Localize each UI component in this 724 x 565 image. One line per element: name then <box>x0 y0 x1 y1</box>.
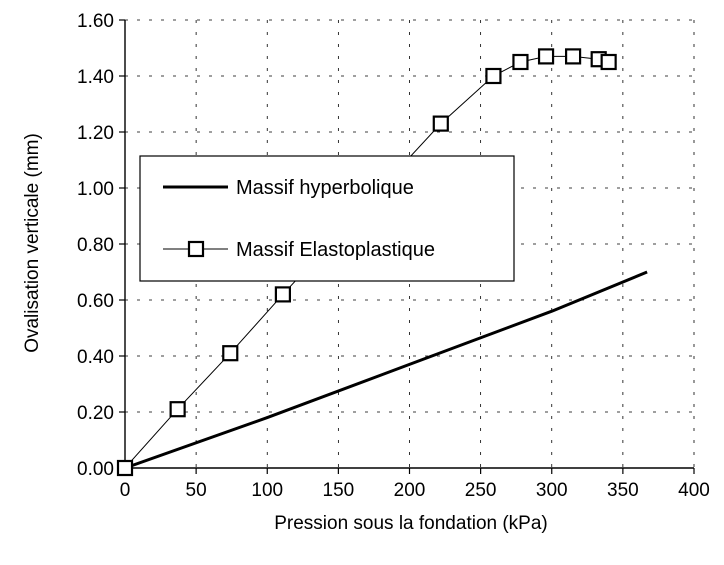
x-tick-label: 300 <box>536 480 568 501</box>
x-tick-label: 250 <box>465 480 497 501</box>
grid-lines <box>125 19 695 468</box>
y-axis-title: Ovalisation verticale (mm) <box>22 133 43 353</box>
y-tick-label: 1.60 <box>77 11 114 32</box>
data-point-marker <box>169 401 186 418</box>
y-tick-label: 0.60 <box>77 291 114 312</box>
legend-label-hyperbolique: Massif hyperbolique <box>236 177 414 199</box>
x-tick-label: 400 <box>678 480 710 501</box>
tick-marks <box>119 19 695 474</box>
x-tick-labels: 0 50 100 150 200 250 300 350 400 <box>120 480 710 501</box>
data-point-marker <box>274 286 291 303</box>
data-point-marker <box>600 53 617 71</box>
y-tick-labels: 0.00 0.20 0.40 0.60 0.80 1.00 1.20 1.40 1.60 <box>77 11 114 480</box>
legend-box <box>139 155 515 282</box>
data-point-marker <box>116 459 134 477</box>
legend-label-elastoplastique: Massif Elastoplastique <box>236 239 435 261</box>
y-tick-label: 0.20 <box>77 403 114 424</box>
x-tick-label: 350 <box>607 480 639 501</box>
x-axis-title: Pression sous la fondation (kPa) <box>274 513 548 534</box>
y-tick-label: 0.00 <box>77 459 114 480</box>
data-point-marker <box>537 48 555 65</box>
data-point-marker <box>485 67 502 85</box>
data-point-marker <box>512 53 529 71</box>
data-point-marker <box>432 115 449 132</box>
y-tick-label: 1.00 <box>77 179 114 200</box>
x-tick-label: 100 <box>251 480 283 501</box>
x-tick-label: 200 <box>394 480 426 501</box>
y-tick-label: 0.80 <box>77 235 114 256</box>
x-tick-label: 150 <box>323 480 355 501</box>
series-markers <box>116 48 617 477</box>
data-point-marker <box>222 345 239 362</box>
x-tick-label: 0 <box>120 480 131 501</box>
series-line-hyperbolique <box>124 270 648 470</box>
legend: Massif hyperbolique Massif Elastoplastiq… <box>139 155 515 282</box>
y-tick-label: 1.20 <box>77 123 114 144</box>
y-tick-label: 1.40 <box>77 67 114 88</box>
legend-swatch-elastoplastique-marker <box>187 240 205 258</box>
x-tick-label: 50 <box>186 480 207 501</box>
y-tick-label: 0.40 <box>77 347 114 368</box>
data-point-marker <box>564 48 582 65</box>
